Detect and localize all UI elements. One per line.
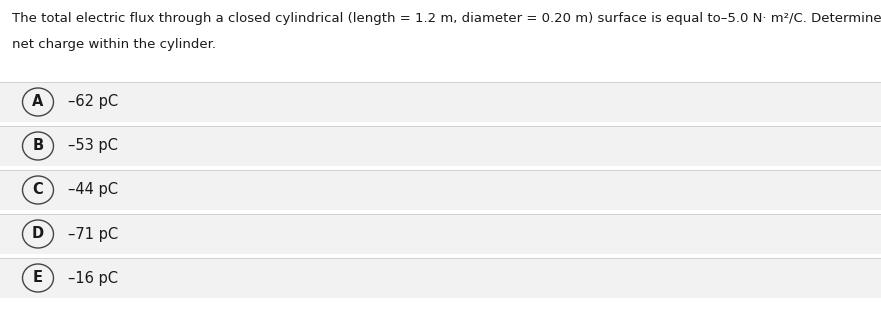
Bar: [0, 214, 881, 254]
Text: –71 pC: –71 pC: [69, 226, 119, 242]
Text: D: D: [32, 226, 44, 242]
Text: B: B: [33, 139, 43, 153]
Text: –16 pC: –16 pC: [69, 270, 119, 286]
Text: A: A: [33, 95, 44, 109]
Text: –53 pC: –53 pC: [69, 139, 118, 153]
Bar: [0, 258, 881, 298]
Text: net charge within the cylinder.: net charge within the cylinder.: [12, 38, 216, 51]
Bar: [0, 82, 881, 122]
Ellipse shape: [23, 132, 54, 160]
Text: C: C: [33, 182, 43, 197]
Text: The total electric flux through a closed cylindrical (length = 1.2 m, diameter =: The total electric flux through a closed…: [12, 12, 881, 25]
Ellipse shape: [23, 176, 54, 204]
Bar: [0, 170, 881, 210]
Text: E: E: [33, 270, 43, 286]
Text: –62 pC: –62 pC: [69, 95, 119, 109]
Ellipse shape: [23, 264, 54, 292]
Ellipse shape: [23, 88, 54, 116]
Ellipse shape: [23, 220, 54, 248]
Bar: [0, 126, 881, 166]
Text: –44 pC: –44 pC: [69, 182, 119, 197]
